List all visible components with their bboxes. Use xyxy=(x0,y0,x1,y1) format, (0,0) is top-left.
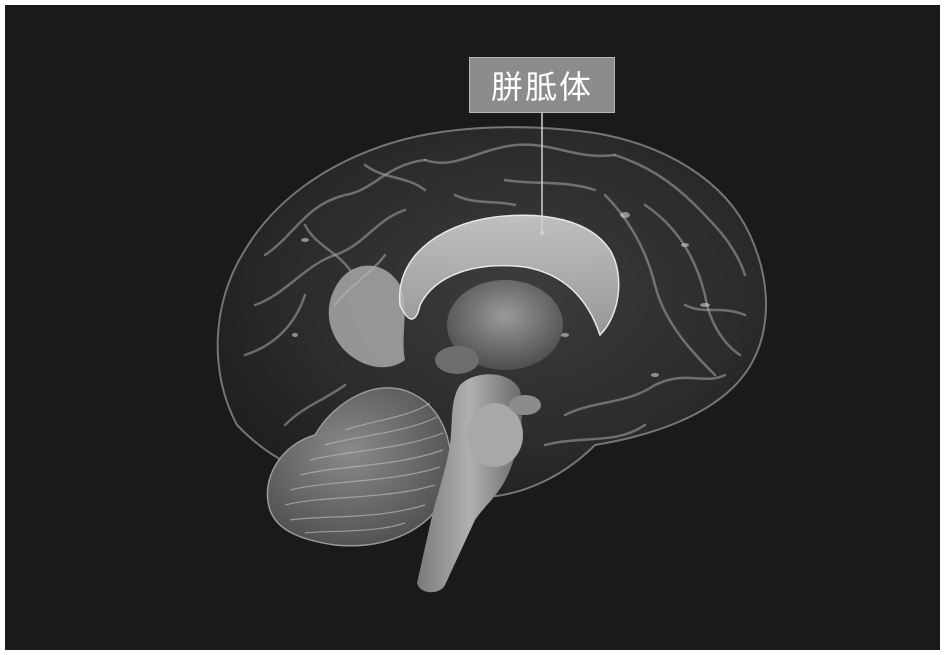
corpus-callosum xyxy=(398,214,620,337)
midbrain-bumps xyxy=(509,395,541,415)
brain-illustration xyxy=(216,126,767,593)
cerebellum xyxy=(266,387,452,547)
cortex-gyri xyxy=(243,143,747,447)
frontal-inner-structure xyxy=(328,265,405,368)
hypothalamus xyxy=(435,346,479,374)
surface-highlights xyxy=(292,212,710,377)
cerebellum-folia xyxy=(284,402,444,534)
pons xyxy=(467,403,523,467)
thalamus xyxy=(447,280,563,370)
structure-label-text: 胼胝体 xyxy=(490,68,593,106)
brain-anatomy-viewer: 胼胝体 xyxy=(5,5,940,650)
structure-label: 胼胝体 xyxy=(469,57,615,113)
